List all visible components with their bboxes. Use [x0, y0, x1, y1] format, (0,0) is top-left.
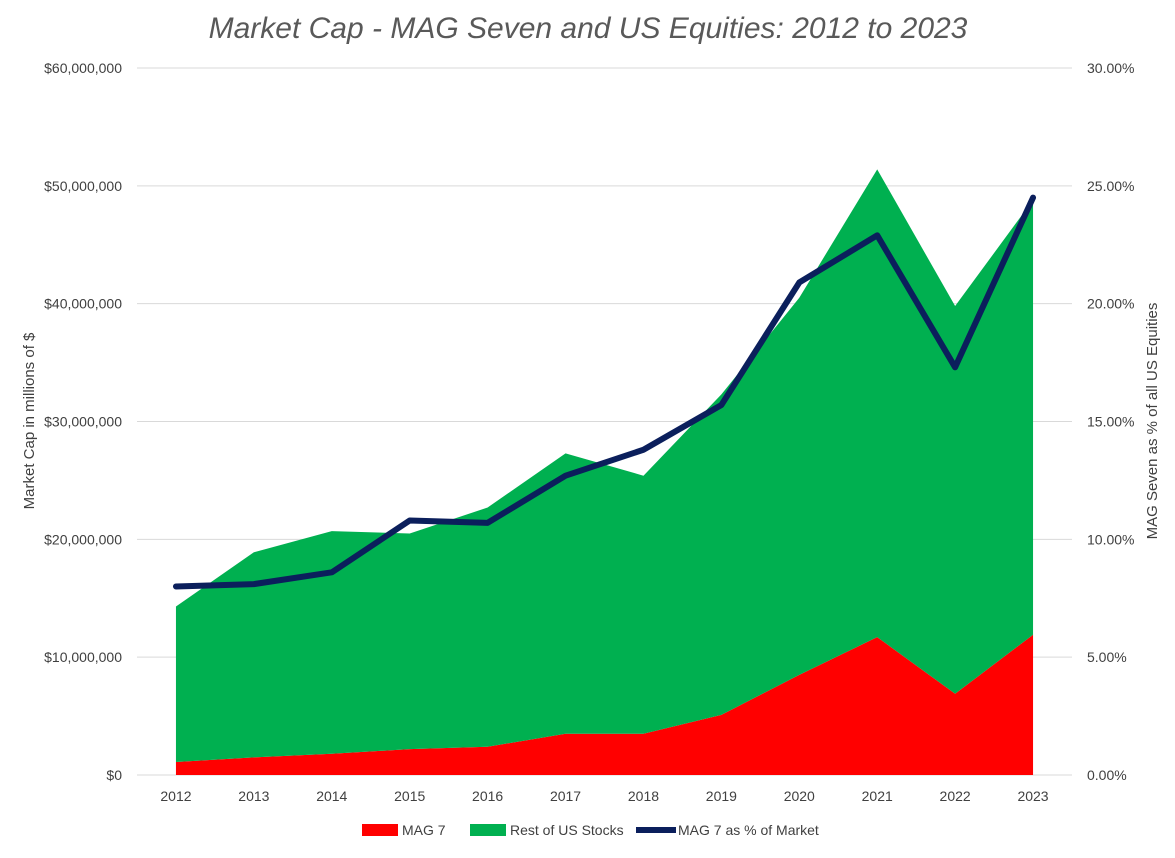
y-tick-label: $0 [106, 767, 122, 783]
y-tick-label: $40,000,000 [44, 296, 122, 312]
y2-axis-title: MAG Seven as % of all US Equities [1144, 303, 1161, 540]
x-axis-ticks: 2012 2013 2014 2015 2016 2017 2018 2019 2020 2021… [160, 788, 1048, 804]
y2-tick-label: 25.00% [1087, 178, 1134, 194]
y-axis-ticks: $0 $10,000,000 $20,000,000 $30,000,000 $40,0… [44, 60, 122, 783]
y2-tick-label: 10.00% [1087, 531, 1134, 547]
y-tick-label: $10,000,000 [44, 649, 122, 665]
legend-label: MAG 7 as % of Market [678, 822, 819, 838]
y-tick-label: $30,000,000 [44, 414, 122, 430]
x-tick-label: 2013 [238, 788, 269, 804]
legend-swatch [470, 824, 506, 836]
line-series [172, 194, 1037, 590]
x-tick-label: 2018 [628, 788, 659, 804]
y2-tick-label: 15.00% [1087, 414, 1134, 430]
y2-tick-label: 30.00% [1087, 60, 1134, 76]
line-mag-7-as-of-market [172, 194, 1037, 590]
legend-label: Rest of US Stocks [510, 822, 624, 838]
x-tick-label: 2012 [160, 788, 191, 804]
y2-tick-label: 5.00% [1087, 649, 1127, 665]
y-tick-label: $60,000,000 [44, 60, 122, 76]
x-tick-label: 2022 [940, 788, 971, 804]
legend: MAG 7 Rest of US Stocks MAG 7 as % of Mark… [362, 822, 819, 838]
area-series [175, 169, 1034, 775]
y-axis-title: Market Cap in millions of $ [21, 332, 38, 509]
x-tick-label: 2021 [862, 788, 893, 804]
x-tick-label: 2020 [784, 788, 815, 804]
legend-label: MAG 7 [402, 822, 446, 838]
area-mag-7 [175, 634, 1034, 775]
y-tick-label: $50,000,000 [44, 178, 122, 194]
x-tick-label: 2016 [472, 788, 503, 804]
chart-title: Market Cap - MAG Seven and US Equities: … [209, 12, 968, 45]
x-tick-label: 2017 [550, 788, 581, 804]
x-tick-label: 2015 [394, 788, 425, 804]
y2-tick-label: 0.00% [1087, 767, 1127, 783]
x-tick-label: 2019 [706, 788, 737, 804]
x-tick-label: 2023 [1017, 788, 1048, 804]
y2-tick-label: 20.00% [1087, 296, 1134, 312]
x-tick-label: 2014 [316, 788, 347, 804]
y-tick-label: $20,000,000 [44, 531, 122, 547]
legend-swatch [362, 824, 398, 836]
y2-axis-ticks: 0.00% 5.00% 10.00% 15.00% 20.00% 25.00% 30.00% [1087, 60, 1134, 783]
